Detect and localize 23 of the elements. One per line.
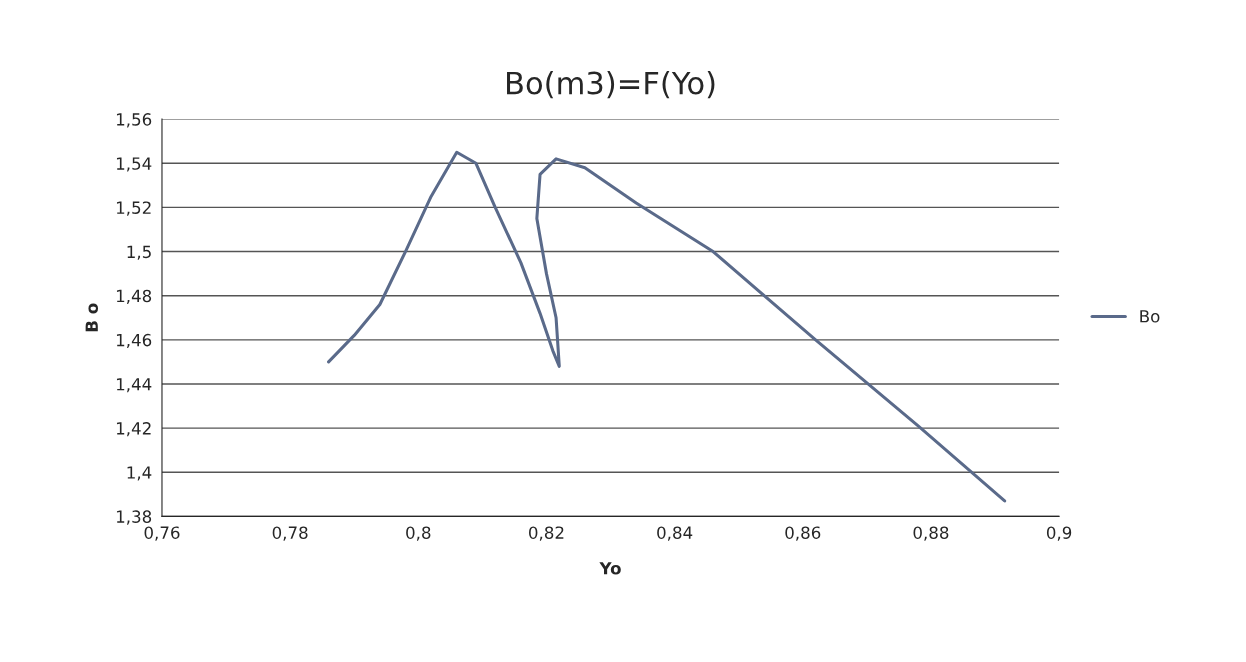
y-tick-label: 1,5 bbox=[127, 245, 151, 260]
chart-title: Bo(m3)=F(Yo) bbox=[507, 70, 715, 99]
x-tick-label: 0,88 bbox=[913, 526, 949, 541]
line-series bbox=[327, 150, 1007, 503]
x-tick-label: 0,82 bbox=[529, 526, 564, 541]
y-tick-label: 1,54 bbox=[116, 157, 152, 172]
y-tick-label: 1,38 bbox=[116, 510, 152, 525]
y-axis-title: B o bbox=[85, 303, 99, 332]
y-tick-label: 1,46 bbox=[116, 333, 152, 349]
x-axis-title: Yo bbox=[599, 562, 621, 575]
x-tick-label: 0,86 bbox=[785, 526, 821, 541]
x-tick-label: 0,76 bbox=[144, 526, 180, 541]
y-tick-label: 1,44 bbox=[116, 378, 152, 393]
y-tick-label: 1,56 bbox=[116, 113, 152, 128]
x-tick-label: 0,84 bbox=[657, 526, 693, 541]
y-tick-label: 1,42 bbox=[116, 422, 151, 437]
x-tick-label: 0,8 bbox=[406, 526, 431, 541]
legend-label: Bo bbox=[1140, 310, 1160, 323]
y-tick-label: 1,52 bbox=[116, 201, 151, 216]
x-tick-label: 0,9 bbox=[1046, 526, 1072, 541]
x-tick-label: 0,78 bbox=[272, 526, 308, 541]
y-tick-label: 1,48 bbox=[116, 289, 152, 304]
y-tick-label: 1,4 bbox=[127, 466, 152, 481]
